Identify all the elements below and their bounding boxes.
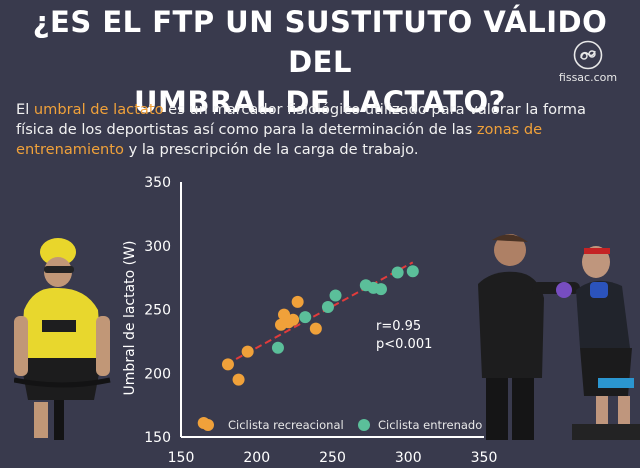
x-tick-label: 350 (471, 450, 498, 466)
x-tick-label: 150 (168, 450, 195, 466)
recreational-point (291, 295, 304, 308)
legend-label: Ciclista recreacional (228, 418, 344, 432)
x-tick-label: 200 (243, 450, 270, 466)
trained-point (374, 283, 387, 296)
brand-name: fissac.com (558, 71, 618, 84)
recreational-point (287, 313, 300, 326)
intro-text-1: El (16, 101, 34, 118)
trend-line (225, 261, 414, 366)
legend-swatch (358, 419, 370, 431)
brand[interactable]: fissac.com (548, 40, 628, 84)
y-tick-label: 250 (144, 303, 171, 319)
y-tick-label: 300 (144, 239, 171, 255)
chart-legend: Ciclista recreacional Ciclista entrenado (202, 418, 482, 432)
page-title: ¿ES EL FTP UN SUSTITUTO VÁLIDO DEL UMBRA… (0, 2, 640, 122)
legend-label: Ciclista entrenado (378, 418, 482, 432)
recreational-point (309, 322, 322, 335)
lab-test-image (472, 228, 640, 440)
highlight-lactate-threshold: umbral de lactato (33, 101, 164, 118)
y-axis-label: Umbral de lactato (W) (122, 241, 138, 396)
intro-text-2: es un marcador fisiológico utilizado par… (16, 101, 586, 138)
trained-point (406, 265, 419, 278)
cyclist-image (13, 230, 118, 440)
recreational-point (221, 358, 234, 371)
intro-paragraph: El umbral de lactato es un marcador fisi… (16, 100, 626, 160)
x-tick-label: 250 (319, 450, 346, 466)
y-tick-label: 200 (144, 366, 171, 382)
legend-swatch (202, 419, 214, 431)
recreational-point (241, 345, 254, 358)
trained-point (271, 341, 284, 354)
annotation-r: r=0.95 (376, 319, 421, 334)
intro-text-3: y la prescripción de la carga de trabajo… (123, 141, 419, 158)
trained-point (329, 289, 342, 302)
fissac-logo-icon (573, 40, 603, 70)
y-tick-label: 350 (144, 175, 171, 191)
trained-point (391, 266, 404, 279)
highlight-training-zones: zonas de entrenamiento (16, 121, 543, 158)
trained-point (321, 300, 334, 313)
title-line-1: ¿ES EL FTP UN SUSTITUTO VÁLIDO DEL (32, 5, 608, 79)
x-tick-label: 300 (395, 450, 422, 466)
y-tick-label: 150 (144, 430, 171, 446)
trained-point (299, 311, 312, 324)
title-line-2: UMBRAL DE LACTATO? (133, 85, 507, 119)
recreational-point (232, 373, 245, 386)
annotation-p: p<0.001 (376, 337, 432, 352)
